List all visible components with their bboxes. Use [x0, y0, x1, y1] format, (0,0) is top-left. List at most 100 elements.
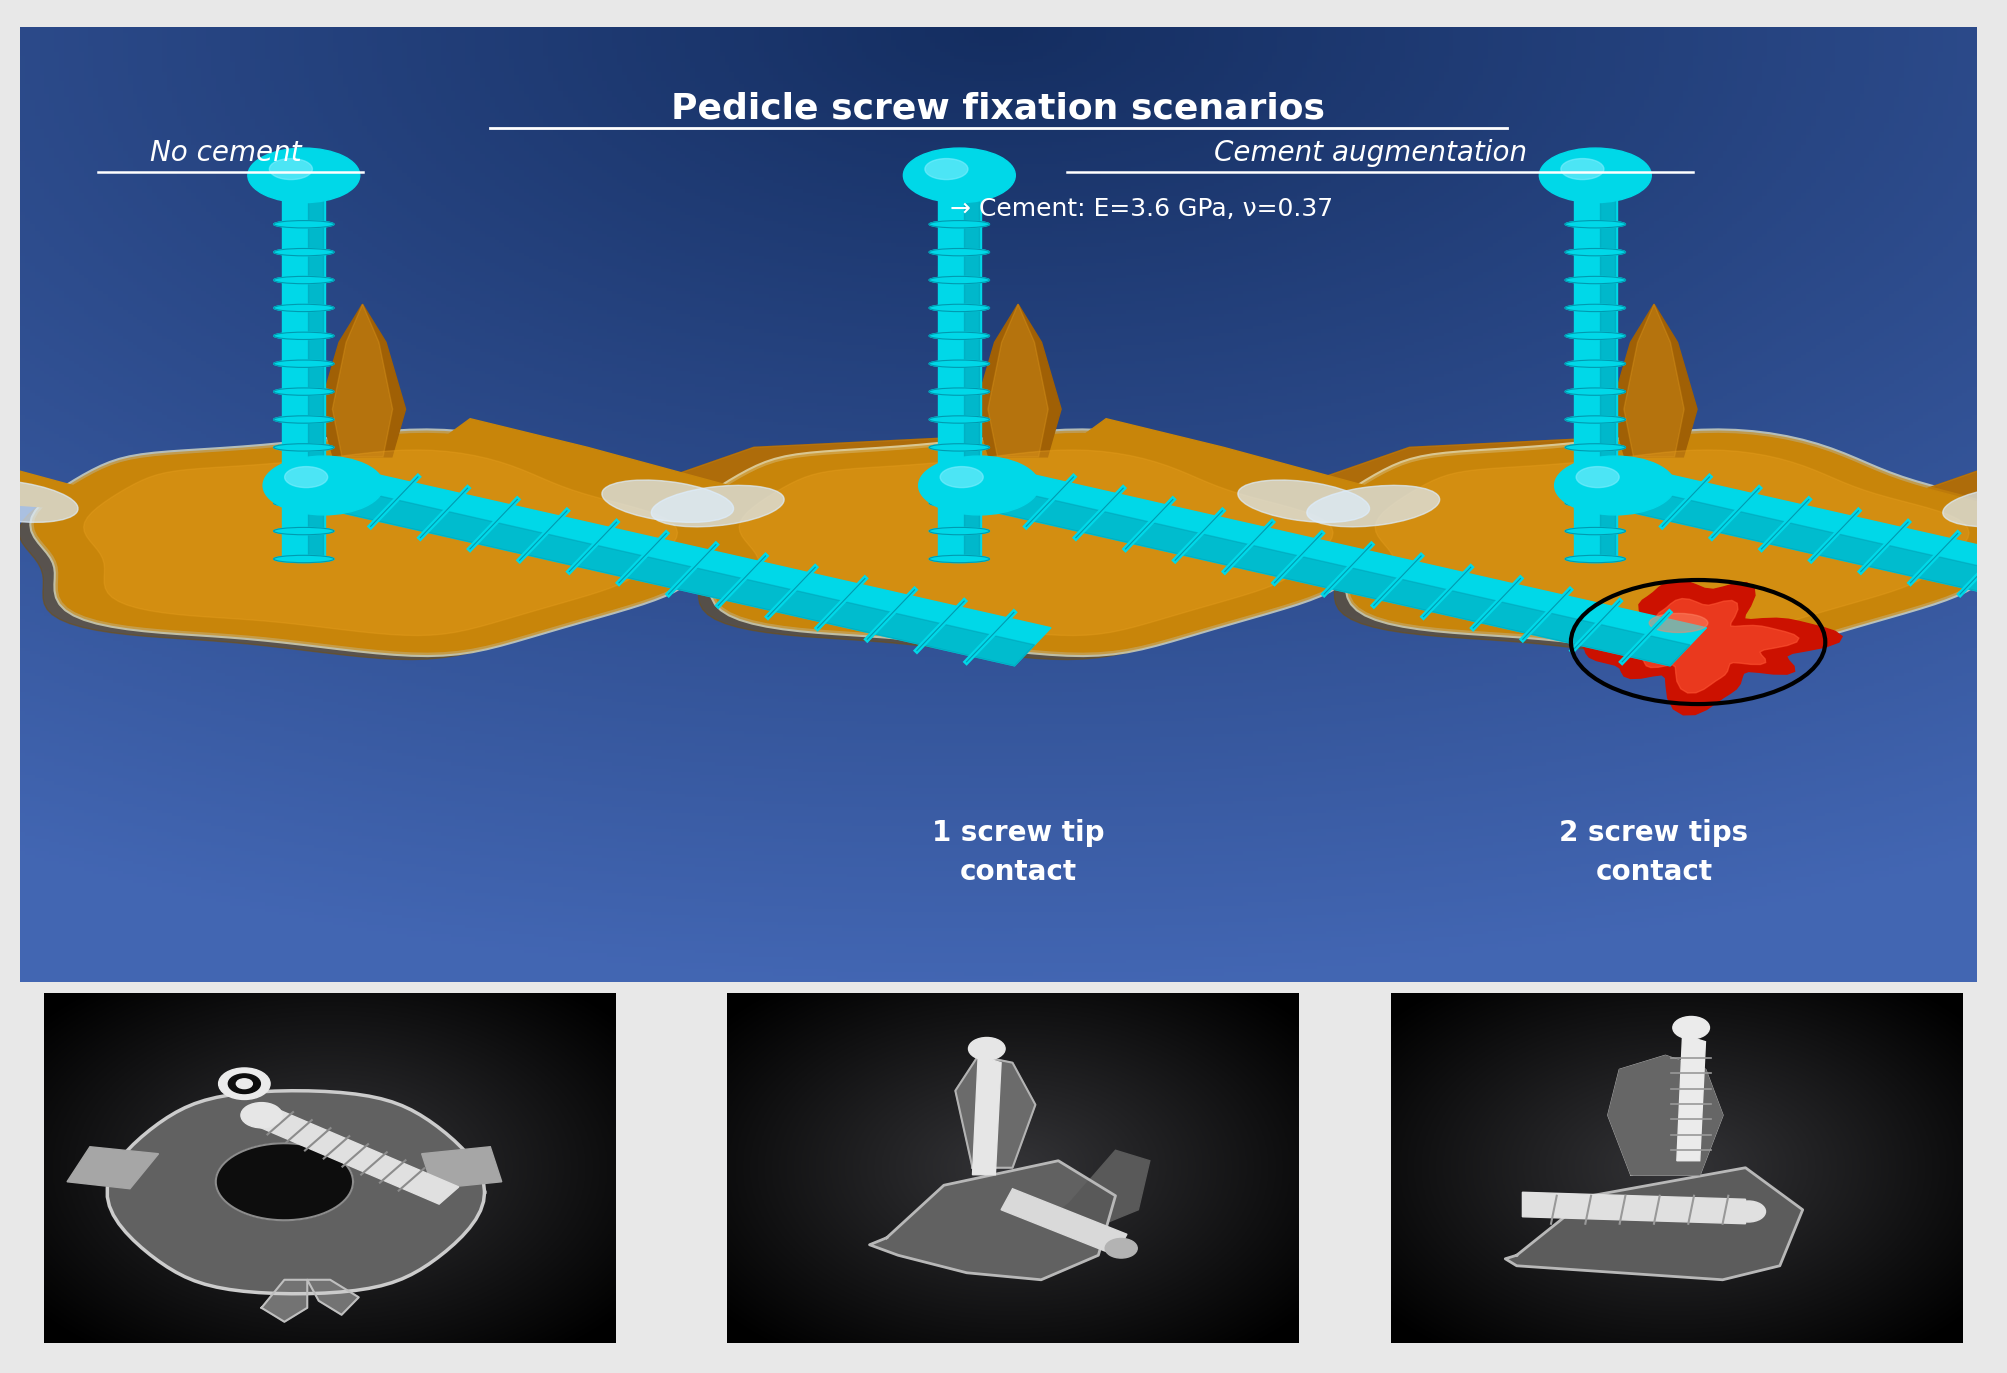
Circle shape	[919, 456, 1040, 515]
Ellipse shape	[1943, 485, 2007, 527]
Ellipse shape	[1565, 416, 1626, 423]
Circle shape	[1561, 158, 1604, 180]
Ellipse shape	[1238, 481, 1369, 522]
Bar	[1573, 196, 1618, 559]
Polygon shape	[1375, 450, 1969, 636]
Ellipse shape	[1565, 389, 1626, 395]
Polygon shape	[1001, 1189, 1128, 1255]
Bar	[937, 196, 981, 559]
Polygon shape	[1507, 523, 1997, 571]
Polygon shape	[598, 438, 1146, 514]
Ellipse shape	[273, 471, 333, 479]
Circle shape	[1539, 148, 1652, 203]
Polygon shape	[690, 434, 1389, 652]
Bar	[963, 196, 979, 559]
Ellipse shape	[273, 192, 333, 200]
Circle shape	[237, 1079, 253, 1089]
Ellipse shape	[273, 360, 333, 368]
Ellipse shape	[929, 555, 989, 563]
Polygon shape	[1624, 305, 1684, 457]
Ellipse shape	[602, 481, 735, 522]
Polygon shape	[1612, 305, 1698, 457]
Polygon shape	[1598, 467, 2007, 666]
Ellipse shape	[929, 389, 989, 395]
Polygon shape	[1052, 1151, 1150, 1230]
Polygon shape	[261, 1280, 359, 1322]
Ellipse shape	[1565, 471, 1626, 479]
Ellipse shape	[1565, 443, 1626, 452]
Polygon shape	[973, 1056, 1001, 1175]
Bar	[309, 196, 323, 559]
Ellipse shape	[929, 416, 989, 423]
Circle shape	[263, 456, 383, 515]
Ellipse shape	[273, 221, 333, 228]
Ellipse shape	[650, 485, 785, 527]
Polygon shape	[1505, 1167, 1802, 1280]
Ellipse shape	[929, 249, 989, 255]
Ellipse shape	[1565, 500, 1626, 507]
Ellipse shape	[273, 443, 333, 452]
Polygon shape	[305, 483, 1034, 666]
Ellipse shape	[1565, 192, 1626, 200]
Ellipse shape	[273, 500, 333, 507]
Polygon shape	[305, 467, 1052, 666]
Polygon shape	[66, 1146, 159, 1189]
Ellipse shape	[1650, 614, 1708, 633]
Ellipse shape	[929, 360, 989, 368]
Polygon shape	[1889, 438, 2007, 514]
Text: Cement augmentation: Cement augmentation	[1214, 140, 1527, 168]
Ellipse shape	[929, 471, 989, 479]
Circle shape	[939, 467, 983, 487]
Ellipse shape	[273, 389, 333, 395]
Polygon shape	[987, 305, 1048, 457]
Polygon shape	[1678, 1035, 1706, 1160]
Ellipse shape	[1565, 360, 1626, 368]
Ellipse shape	[929, 192, 989, 200]
Polygon shape	[1608, 1056, 1722, 1175]
Polygon shape	[1327, 434, 2007, 652]
Text: No cement: No cement	[151, 140, 301, 168]
Circle shape	[1674, 1016, 1710, 1039]
Polygon shape	[251, 1107, 460, 1204]
Polygon shape	[432, 419, 803, 514]
Ellipse shape	[929, 443, 989, 452]
Ellipse shape	[273, 416, 333, 423]
Polygon shape	[18, 441, 716, 659]
Bar	[1600, 196, 1616, 559]
Circle shape	[219, 1068, 271, 1100]
Polygon shape	[961, 467, 1706, 666]
Circle shape	[285, 467, 327, 487]
Circle shape	[1106, 1238, 1138, 1258]
Polygon shape	[217, 1144, 353, 1221]
Polygon shape	[333, 305, 393, 457]
Ellipse shape	[929, 500, 989, 507]
Polygon shape	[739, 450, 1333, 636]
Circle shape	[241, 1103, 283, 1127]
Polygon shape	[1068, 419, 1439, 514]
Ellipse shape	[929, 527, 989, 534]
Ellipse shape	[929, 221, 989, 228]
Text: Pedicle screw fixation scenarios: Pedicle screw fixation scenarios	[672, 92, 1325, 125]
Ellipse shape	[1307, 485, 1439, 527]
Text: 1 screw tip
contact: 1 screw tip contact	[931, 820, 1104, 887]
Polygon shape	[84, 450, 678, 636]
Polygon shape	[1523, 1192, 1746, 1223]
Polygon shape	[1598, 483, 2007, 666]
Ellipse shape	[273, 249, 333, 255]
Ellipse shape	[1565, 249, 1626, 255]
Polygon shape	[1252, 438, 1800, 514]
Circle shape	[1732, 1201, 1766, 1222]
Ellipse shape	[1565, 527, 1626, 534]
Circle shape	[247, 148, 359, 203]
Ellipse shape	[929, 305, 989, 312]
Circle shape	[903, 148, 1016, 203]
Polygon shape	[961, 483, 1690, 666]
Ellipse shape	[1565, 555, 1626, 563]
Polygon shape	[1598, 599, 1798, 693]
Ellipse shape	[273, 276, 333, 284]
Polygon shape	[106, 1090, 484, 1293]
Polygon shape	[1889, 438, 2007, 514]
Circle shape	[269, 158, 313, 180]
Polygon shape	[674, 441, 1373, 659]
Ellipse shape	[1565, 276, 1626, 284]
